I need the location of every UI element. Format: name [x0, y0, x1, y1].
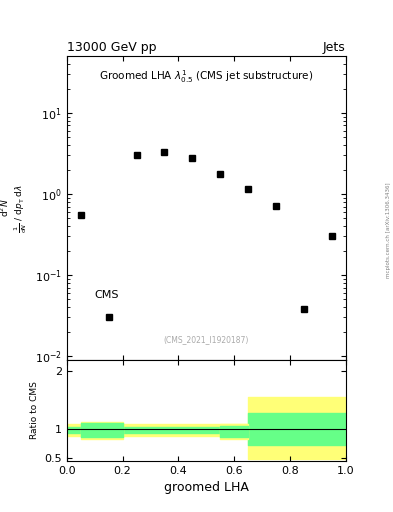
Y-axis label: Ratio to CMS: Ratio to CMS — [30, 381, 39, 439]
Y-axis label: $\mathrm{d}^2N$
$\frac{1}{\mathrm{d}N}$ / $\mathrm{d}p_\mathrm{T}$ $\mathrm{d}\l: $\mathrm{d}^2N$ $\frac{1}{\mathrm{d}N}$ … — [0, 183, 29, 232]
Text: Jets: Jets — [323, 41, 346, 54]
Text: (CMS_2021_I1920187): (CMS_2021_I1920187) — [163, 335, 249, 345]
X-axis label: groomed LHA: groomed LHA — [164, 481, 249, 494]
Text: CMS: CMS — [95, 290, 119, 300]
Text: Groomed LHA $\lambda^{1}_{0.5}$ (CMS jet substructure): Groomed LHA $\lambda^{1}_{0.5}$ (CMS jet… — [99, 69, 314, 86]
Text: mcplots.cern.ch [arXiv:1306.3436]: mcplots.cern.ch [arXiv:1306.3436] — [386, 183, 391, 278]
Text: 13000 GeV pp: 13000 GeV pp — [67, 41, 156, 54]
